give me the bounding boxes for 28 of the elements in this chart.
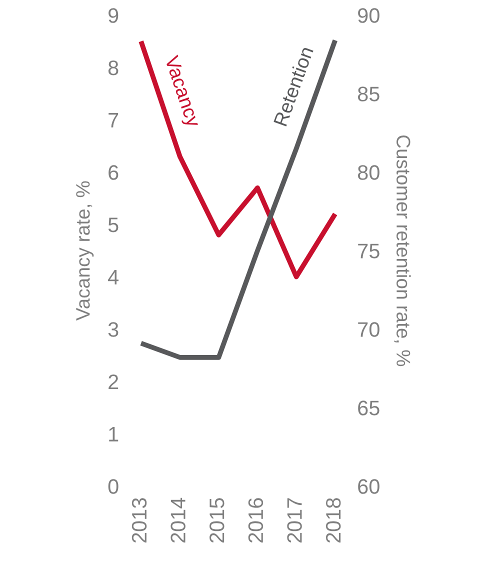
y-tick-label: 0 [108, 479, 118, 494]
x-tick-label: 2017 [287, 498, 302, 543]
y-tick-label: 1 [109, 427, 118, 442]
y2-axis-title: Customer retention rate, % [394, 135, 411, 366]
y2-tick-label: 60 [358, 479, 380, 494]
x-tick-label: 2018 [326, 498, 341, 543]
line-series [138, 38, 338, 280]
y-axis-title: Vacancy rate, % [76, 181, 94, 321]
y-tick-label: 5 [108, 218, 118, 232]
y2-tick-label: 90 [358, 8, 380, 23]
x-tick-label: 2016 [248, 498, 264, 543]
line-series [138, 38, 338, 360]
text: Vacancy [161, 54, 201, 130]
y-tick-label: 6 [108, 165, 118, 180]
y2-tick-label: 70 [358, 322, 380, 337]
y-tick-label: 4 [108, 270, 119, 284]
y-tick-label: 7 [108, 113, 118, 128]
y-tick-label: 9 [108, 8, 118, 23]
y2-tick-label: 80 [358, 165, 380, 180]
x-tick-label: 2014 [170, 498, 186, 543]
y2-tick-label: 85 [358, 86, 380, 102]
y-tick-label: 8 [108, 60, 118, 76]
y-tick-label: 3 [108, 322, 118, 337]
x-tick-label: 2013 [132, 498, 147, 543]
y2-tick-label: 75 [358, 244, 380, 258]
x-tick-label: 2015 [210, 498, 224, 543]
y-tick-label: 2 [108, 374, 118, 390]
y2-tick-label: 65 [358, 400, 380, 416]
